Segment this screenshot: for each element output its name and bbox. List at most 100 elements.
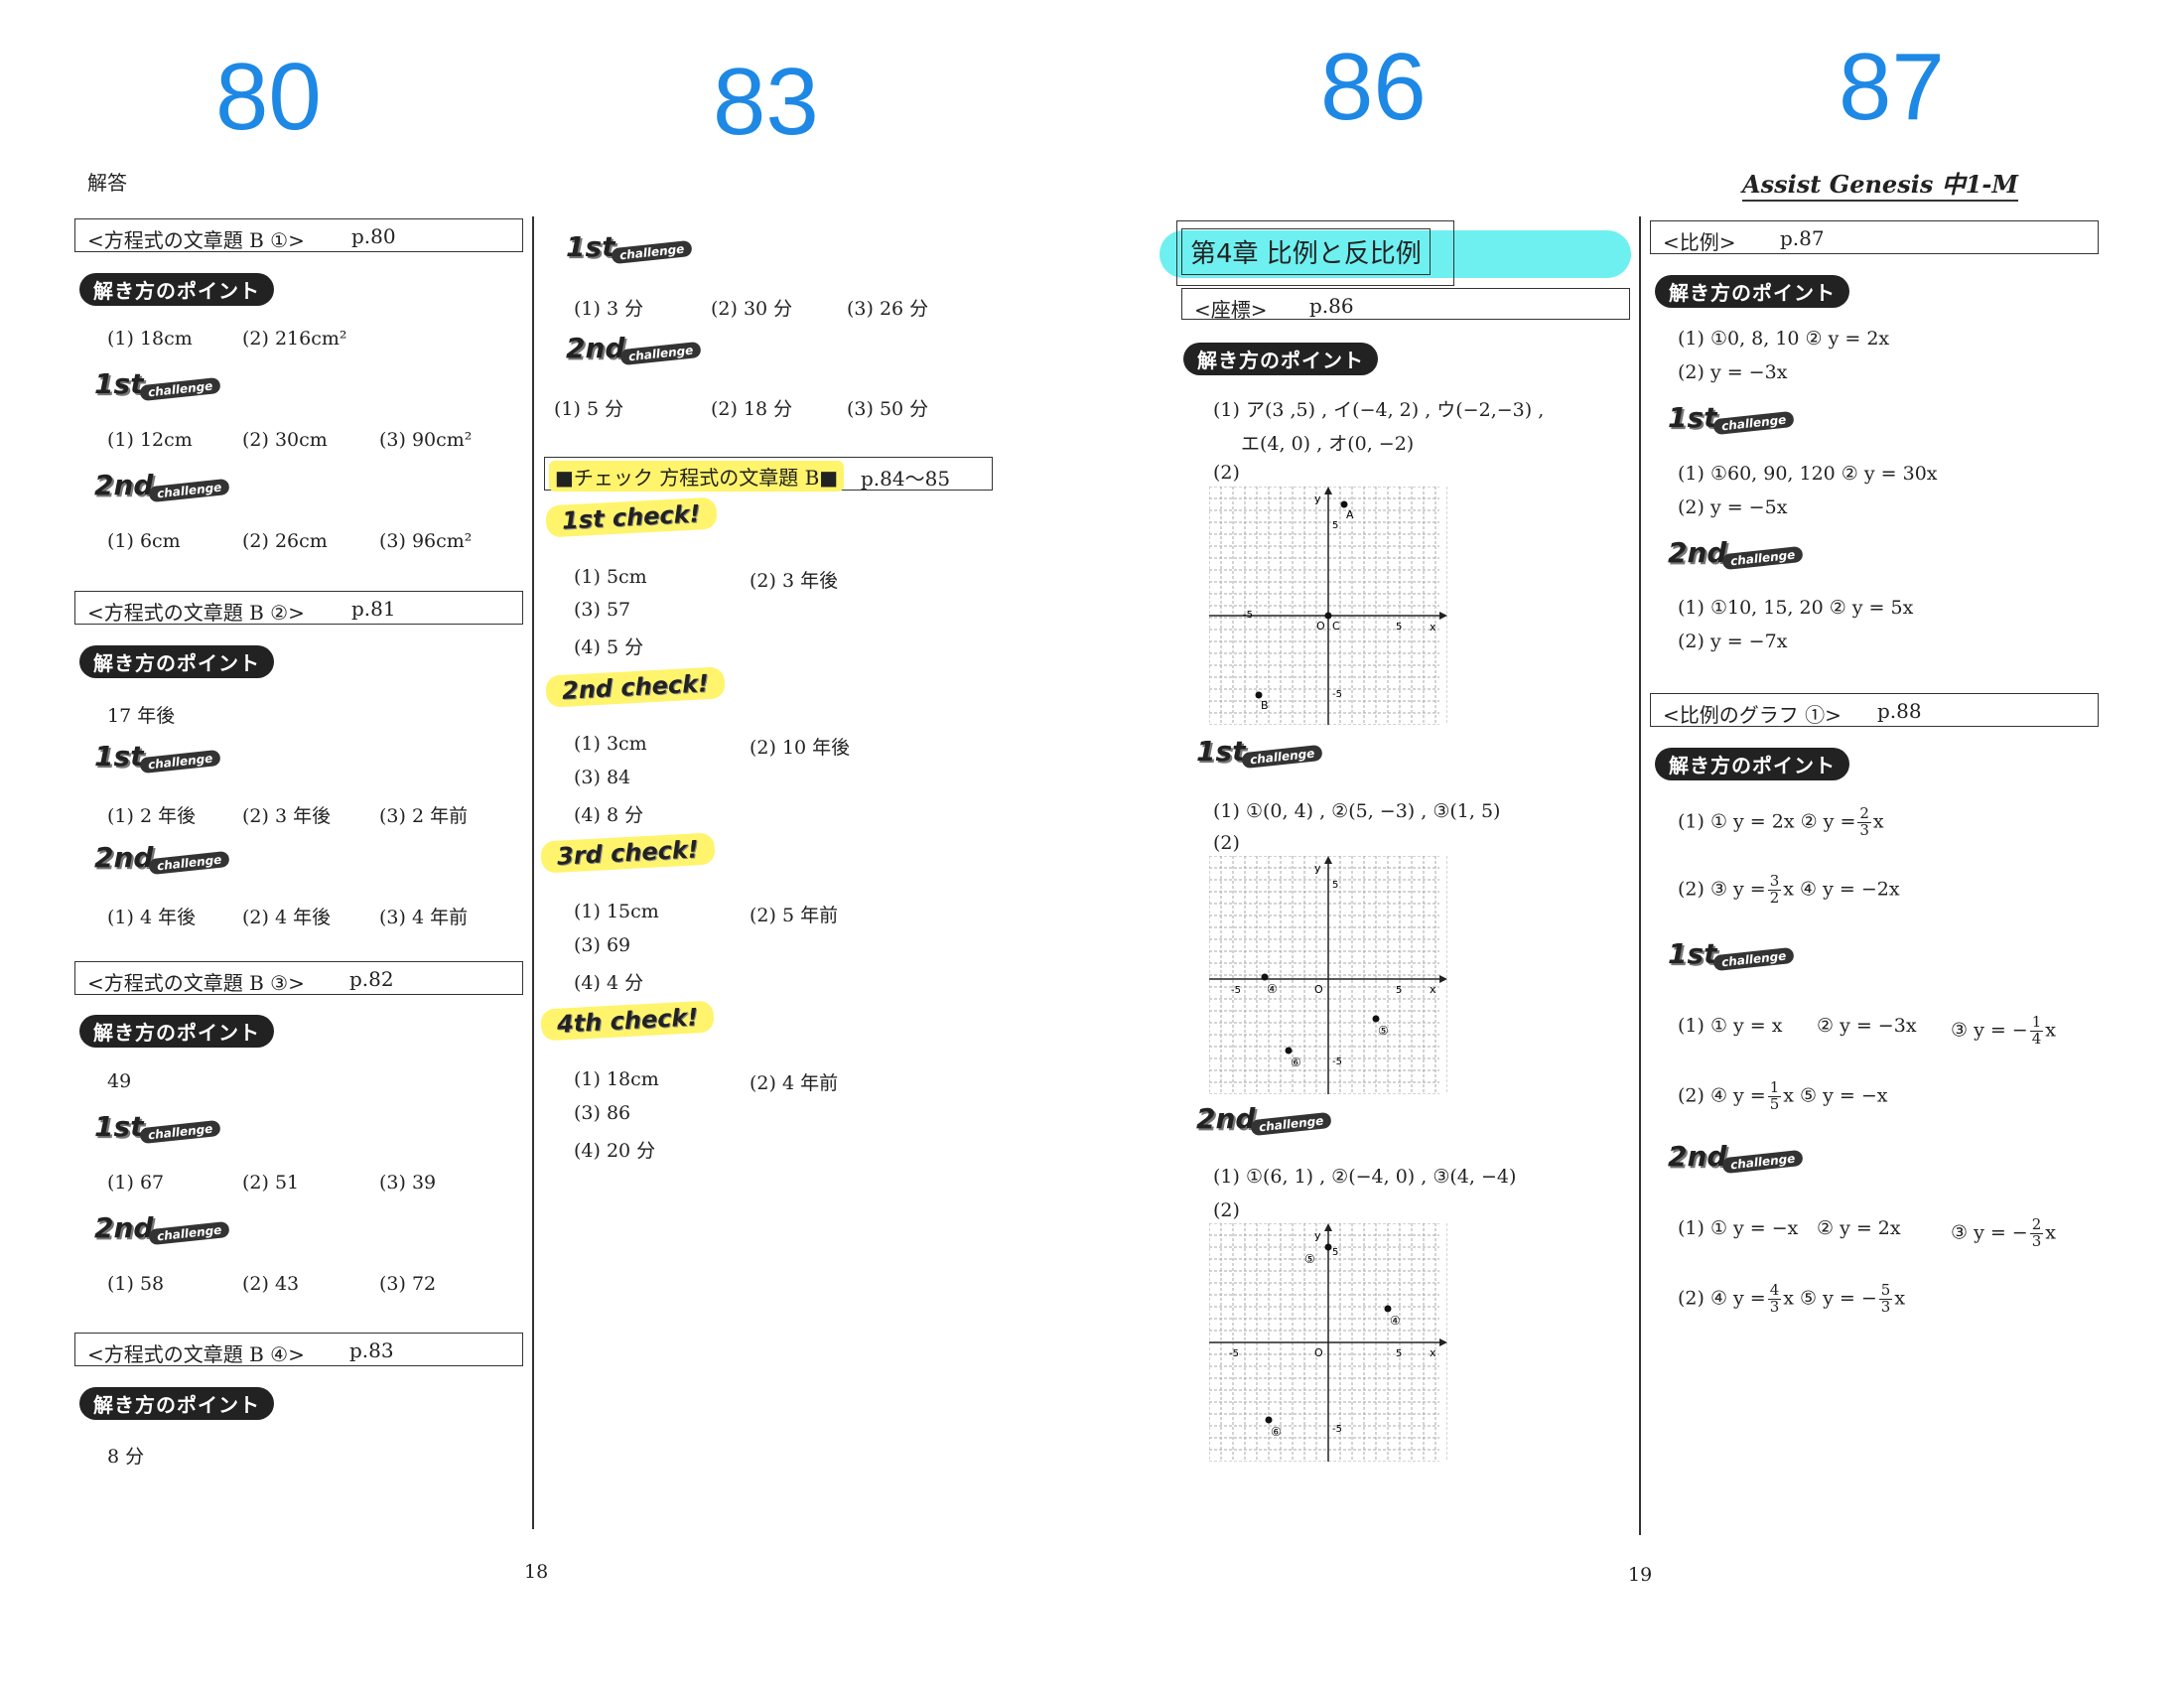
tick-y-neg5: -5 [1332,1424,1342,1435]
second-challenge-badge: 2nd challenge [566,332,703,366]
answer: ② y = −3x [1817,1015,1917,1037]
footer-page-number-right: 19 [1628,1564,1653,1586]
point-4-label: ④ [1390,1314,1401,1328]
answer: 8 分 [107,1446,145,1468]
section-header-b4: <方程式の文章題 B ④> p.83 [74,1333,523,1366]
answer: (3) 39 [379,1172,437,1194]
answer: (3) 26 分 [847,298,929,320]
answer: (2) 5 年前 [750,905,839,926]
page-number-86: 86 [1320,34,1427,140]
chapter-highlight [1160,230,1631,278]
tick-neg5: -5 [1243,610,1253,621]
point-badge: 解き方のポイント [79,645,274,678]
coordinate-graph-2: x y O 5 -5 5 -5 ④ ⑤ ⑥ [1209,856,1447,1094]
x-axis-arrow [1439,975,1447,983]
answer: エ(4, 0) , オ(0, −2) [1241,433,1415,455]
y-axis-arrow [1324,487,1332,494]
x-axis-arrow [1439,612,1447,620]
answer: (3) 50 分 [847,398,929,420]
section-header-proportion-graph: <比例のグラフ ①> p.88 [1650,693,2099,727]
answer: (2) ③ y = 3 2 x ④ y = −2x [1678,872,1900,907]
answer: (4) 8 分 [574,804,644,826]
answer: (3) 96cm² [379,530,473,552]
answer: ③ y = −2 3 x [1951,1215,2056,1250]
answer: (2) 26cm [242,530,328,552]
answer: (1) 3 分 [574,298,644,320]
answer: ② y = 2x [1817,1217,1901,1239]
answer: (1) ①(6, 1) , ②(−4, 0) , ③(4, −4) [1213,1166,1517,1188]
section-header-coords: <座標> p.86 [1181,288,1630,322]
point-c [1324,612,1332,620]
answer: (1) ①(0, 4) , ②(5, −3) , ③(1, 5) [1213,800,1501,822]
point-4 [1261,973,1269,981]
answer: (3) 69 [574,934,631,956]
first-challenge-badge: 1st challenge [566,230,693,265]
y-axis-label: y [1314,492,1321,505]
point-a [1340,500,1348,508]
point-a-label: A [1346,508,1354,521]
x-axis-arrow [1439,1338,1447,1346]
check-badge-2: 2nd check! [545,666,726,708]
answer: (2) 3 年後 [750,570,839,592]
answer: (4) 20 分 [574,1140,656,1162]
answer: (2) y = −5x [1678,496,1788,518]
answer: (2) y = −3x [1678,361,1788,383]
answer: (1) 15cm [574,901,659,922]
answer: 49 [107,1070,132,1092]
point-5 [1324,1243,1332,1251]
point-6-label: ⑥ [1291,1055,1301,1069]
answer: (1) 6cm [107,530,181,552]
tick-y5: 5 [1332,880,1338,891]
point-4 [1384,1305,1392,1313]
answer-label: (2) [1213,462,1240,484]
answer: (2) 43 [242,1273,300,1295]
point-b [1255,691,1263,699]
answer: (1) 5 分 [554,398,624,420]
second-challenge-badge: 2nd challenge [94,1211,231,1246]
answer: (2) 10 年後 [750,737,851,759]
answer: (1) ①60, 90, 120 ② y = 30x [1678,463,1938,485]
answer: (2) 30cm [242,429,328,451]
grid-lines [1209,487,1447,725]
first-challenge-badge: 1st challenge [1196,735,1323,770]
answer: (1) 3cm [574,733,647,755]
tick-5: 5 [1396,985,1402,996]
second-challenge-badge: 2nd challenge [94,469,231,503]
answer: ③ y = −1 4 x [1951,1013,2056,1048]
first-challenge-badge: 1st challenge [1668,937,1795,972]
second-challenge-badge: 2nd challenge [1668,536,1805,571]
answer: (3) 2 年前 [379,805,469,827]
answer: (1) 58 [107,1273,165,1295]
answer: (1) 5cm [574,566,647,588]
answer: 17 年後 [107,705,176,727]
answer-label: (2) [1213,832,1240,854]
answer-label: (2) [1213,1199,1240,1221]
check-section-header: ■チェック 方程式の文章題 B■ p.84〜85 [544,457,993,492]
tick-5: 5 [1396,622,1402,633]
tick-y-neg5: -5 [1332,1056,1342,1067]
answer: (2) ④ y = 4 3 x ⑤ y = −5 3 x [1678,1281,1906,1316]
tick-neg5: -5 [1231,985,1241,996]
first-challenge-badge: 1st challenge [94,1110,221,1145]
answer: (1) 4 年後 [107,907,197,928]
answer: (1) 2 年後 [107,805,197,827]
answer: (1) 18cm [574,1068,659,1090]
point-badge: 解き方のポイント [1183,343,1378,375]
answer: (1) ① y = 2x ② y = 2 3 x [1678,804,1884,839]
answer: (2) ④ y = 1 5 x ⑤ y = −x [1678,1078,1888,1113]
x-axis-label: x [1430,621,1436,633]
tick-5: 5 [1396,1348,1402,1359]
answer: (3) 84 [574,767,631,788]
point-b-label: B [1261,699,1269,712]
point-badge: 解き方のポイント [79,1015,274,1048]
page-number-83: 83 [713,49,819,155]
y-axis-label: y [1314,862,1321,875]
answer: (1) 12cm [107,429,193,451]
point-badge: 解き方のポイント [1655,748,1849,780]
answer: (1) ①0, 8, 10 ② y = 2x [1678,328,1890,350]
first-challenge-badge: 1st challenge [94,740,221,774]
tick-y5: 5 [1332,520,1338,531]
x-axis-label: x [1430,983,1436,996]
point-badge: 解き方のポイント [79,1387,274,1420]
x-axis-label: x [1430,1346,1436,1359]
